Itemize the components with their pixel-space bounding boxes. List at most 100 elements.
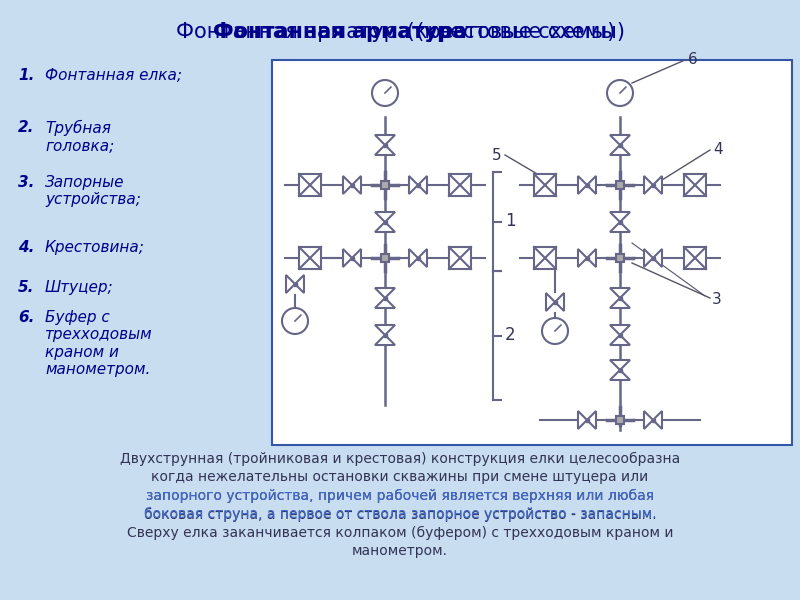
- Polygon shape: [610, 360, 630, 370]
- Circle shape: [607, 80, 633, 106]
- Polygon shape: [610, 298, 630, 308]
- Circle shape: [282, 308, 308, 334]
- Text: запорного устройства, причем рабочей является верхняя или любая
боковая струна, : запорного устройства, причем рабочей явл…: [144, 452, 656, 521]
- Polygon shape: [555, 293, 564, 311]
- Bar: [618, 220, 622, 223]
- Bar: [383, 296, 386, 299]
- Polygon shape: [343, 176, 352, 194]
- Polygon shape: [375, 298, 395, 308]
- Text: Запорные
устройства;: Запорные устройства;: [45, 175, 141, 208]
- Bar: [616, 181, 624, 189]
- Bar: [350, 257, 354, 259]
- Text: Двухструнная (тройниковая и крестовая) конструкция елки целесообразна
когда неже: Двухструнная (тройниковая и крестовая) к…: [120, 452, 680, 559]
- Text: 5: 5: [492, 148, 502, 163]
- Text: 4.: 4.: [18, 240, 34, 255]
- Text: 2.: 2.: [18, 120, 34, 135]
- Text: 3: 3: [712, 292, 722, 307]
- Bar: [383, 334, 386, 337]
- Polygon shape: [418, 176, 427, 194]
- Polygon shape: [375, 325, 395, 335]
- Text: (крестовые схемы): (крестовые схемы): [400, 22, 615, 42]
- Polygon shape: [653, 411, 662, 429]
- Bar: [449, 247, 471, 269]
- Text: Фонтанная елка;: Фонтанная елка;: [45, 68, 182, 83]
- Polygon shape: [610, 145, 630, 155]
- Bar: [651, 257, 654, 259]
- Bar: [586, 419, 589, 421]
- Polygon shape: [644, 249, 653, 267]
- Polygon shape: [610, 335, 630, 345]
- Bar: [618, 296, 622, 299]
- Polygon shape: [644, 176, 653, 194]
- Text: 1: 1: [505, 212, 516, 230]
- Bar: [350, 184, 354, 187]
- Polygon shape: [644, 411, 653, 429]
- Bar: [586, 257, 589, 259]
- Polygon shape: [610, 212, 630, 222]
- Polygon shape: [653, 249, 662, 267]
- Bar: [534, 174, 556, 196]
- Polygon shape: [375, 222, 395, 232]
- Bar: [618, 143, 622, 146]
- Bar: [294, 283, 297, 286]
- Polygon shape: [295, 275, 304, 293]
- Polygon shape: [375, 212, 395, 222]
- Bar: [383, 143, 386, 146]
- Bar: [618, 334, 622, 337]
- Bar: [651, 419, 654, 421]
- Polygon shape: [587, 176, 596, 194]
- Bar: [272, 60, 792, 445]
- Bar: [383, 220, 386, 223]
- Polygon shape: [343, 249, 352, 267]
- Bar: [554, 301, 557, 304]
- Bar: [618, 368, 622, 371]
- Polygon shape: [546, 293, 555, 311]
- Polygon shape: [578, 249, 587, 267]
- Polygon shape: [352, 176, 361, 194]
- Text: 3.: 3.: [18, 175, 34, 190]
- Bar: [616, 254, 624, 262]
- Bar: [299, 247, 321, 269]
- Text: Фонтанная арматура: Фонтанная арматура: [213, 22, 466, 42]
- Text: Буфер с
трехходовым
краном и
манометром.: Буфер с трехходовым краном и манометром.: [45, 310, 153, 377]
- Circle shape: [542, 318, 568, 344]
- Polygon shape: [352, 249, 361, 267]
- Polygon shape: [610, 370, 630, 380]
- Polygon shape: [653, 176, 662, 194]
- Bar: [586, 184, 589, 187]
- Polygon shape: [610, 325, 630, 335]
- Text: 6.: 6.: [18, 310, 34, 325]
- Text: Штуцер;: Штуцер;: [45, 280, 114, 295]
- Polygon shape: [409, 176, 418, 194]
- Text: 4: 4: [713, 142, 722, 157]
- Circle shape: [372, 80, 398, 106]
- Text: Фонтанная арматура (крестовые схемы): Фонтанная арматура (крестовые схемы): [175, 22, 625, 42]
- Polygon shape: [610, 135, 630, 145]
- Polygon shape: [375, 135, 395, 145]
- Text: 5.: 5.: [18, 280, 34, 295]
- Text: Трубная
головка;: Трубная головка;: [45, 120, 114, 154]
- Bar: [417, 257, 419, 259]
- Polygon shape: [587, 411, 596, 429]
- Polygon shape: [375, 288, 395, 298]
- Bar: [417, 184, 419, 187]
- Bar: [534, 247, 556, 269]
- Polygon shape: [578, 176, 587, 194]
- Text: 1.: 1.: [18, 68, 34, 83]
- Bar: [449, 174, 471, 196]
- Bar: [299, 174, 321, 196]
- Polygon shape: [610, 222, 630, 232]
- Polygon shape: [375, 335, 395, 345]
- Text: 6: 6: [688, 52, 698, 67]
- Polygon shape: [375, 145, 395, 155]
- Text: Крестовина;: Крестовина;: [45, 240, 145, 255]
- Polygon shape: [610, 288, 630, 298]
- Polygon shape: [418, 249, 427, 267]
- Bar: [381, 254, 389, 262]
- Bar: [651, 184, 654, 187]
- Bar: [616, 416, 624, 424]
- Bar: [684, 174, 706, 196]
- Text: 2: 2: [505, 326, 516, 344]
- Bar: [684, 247, 706, 269]
- Polygon shape: [286, 275, 295, 293]
